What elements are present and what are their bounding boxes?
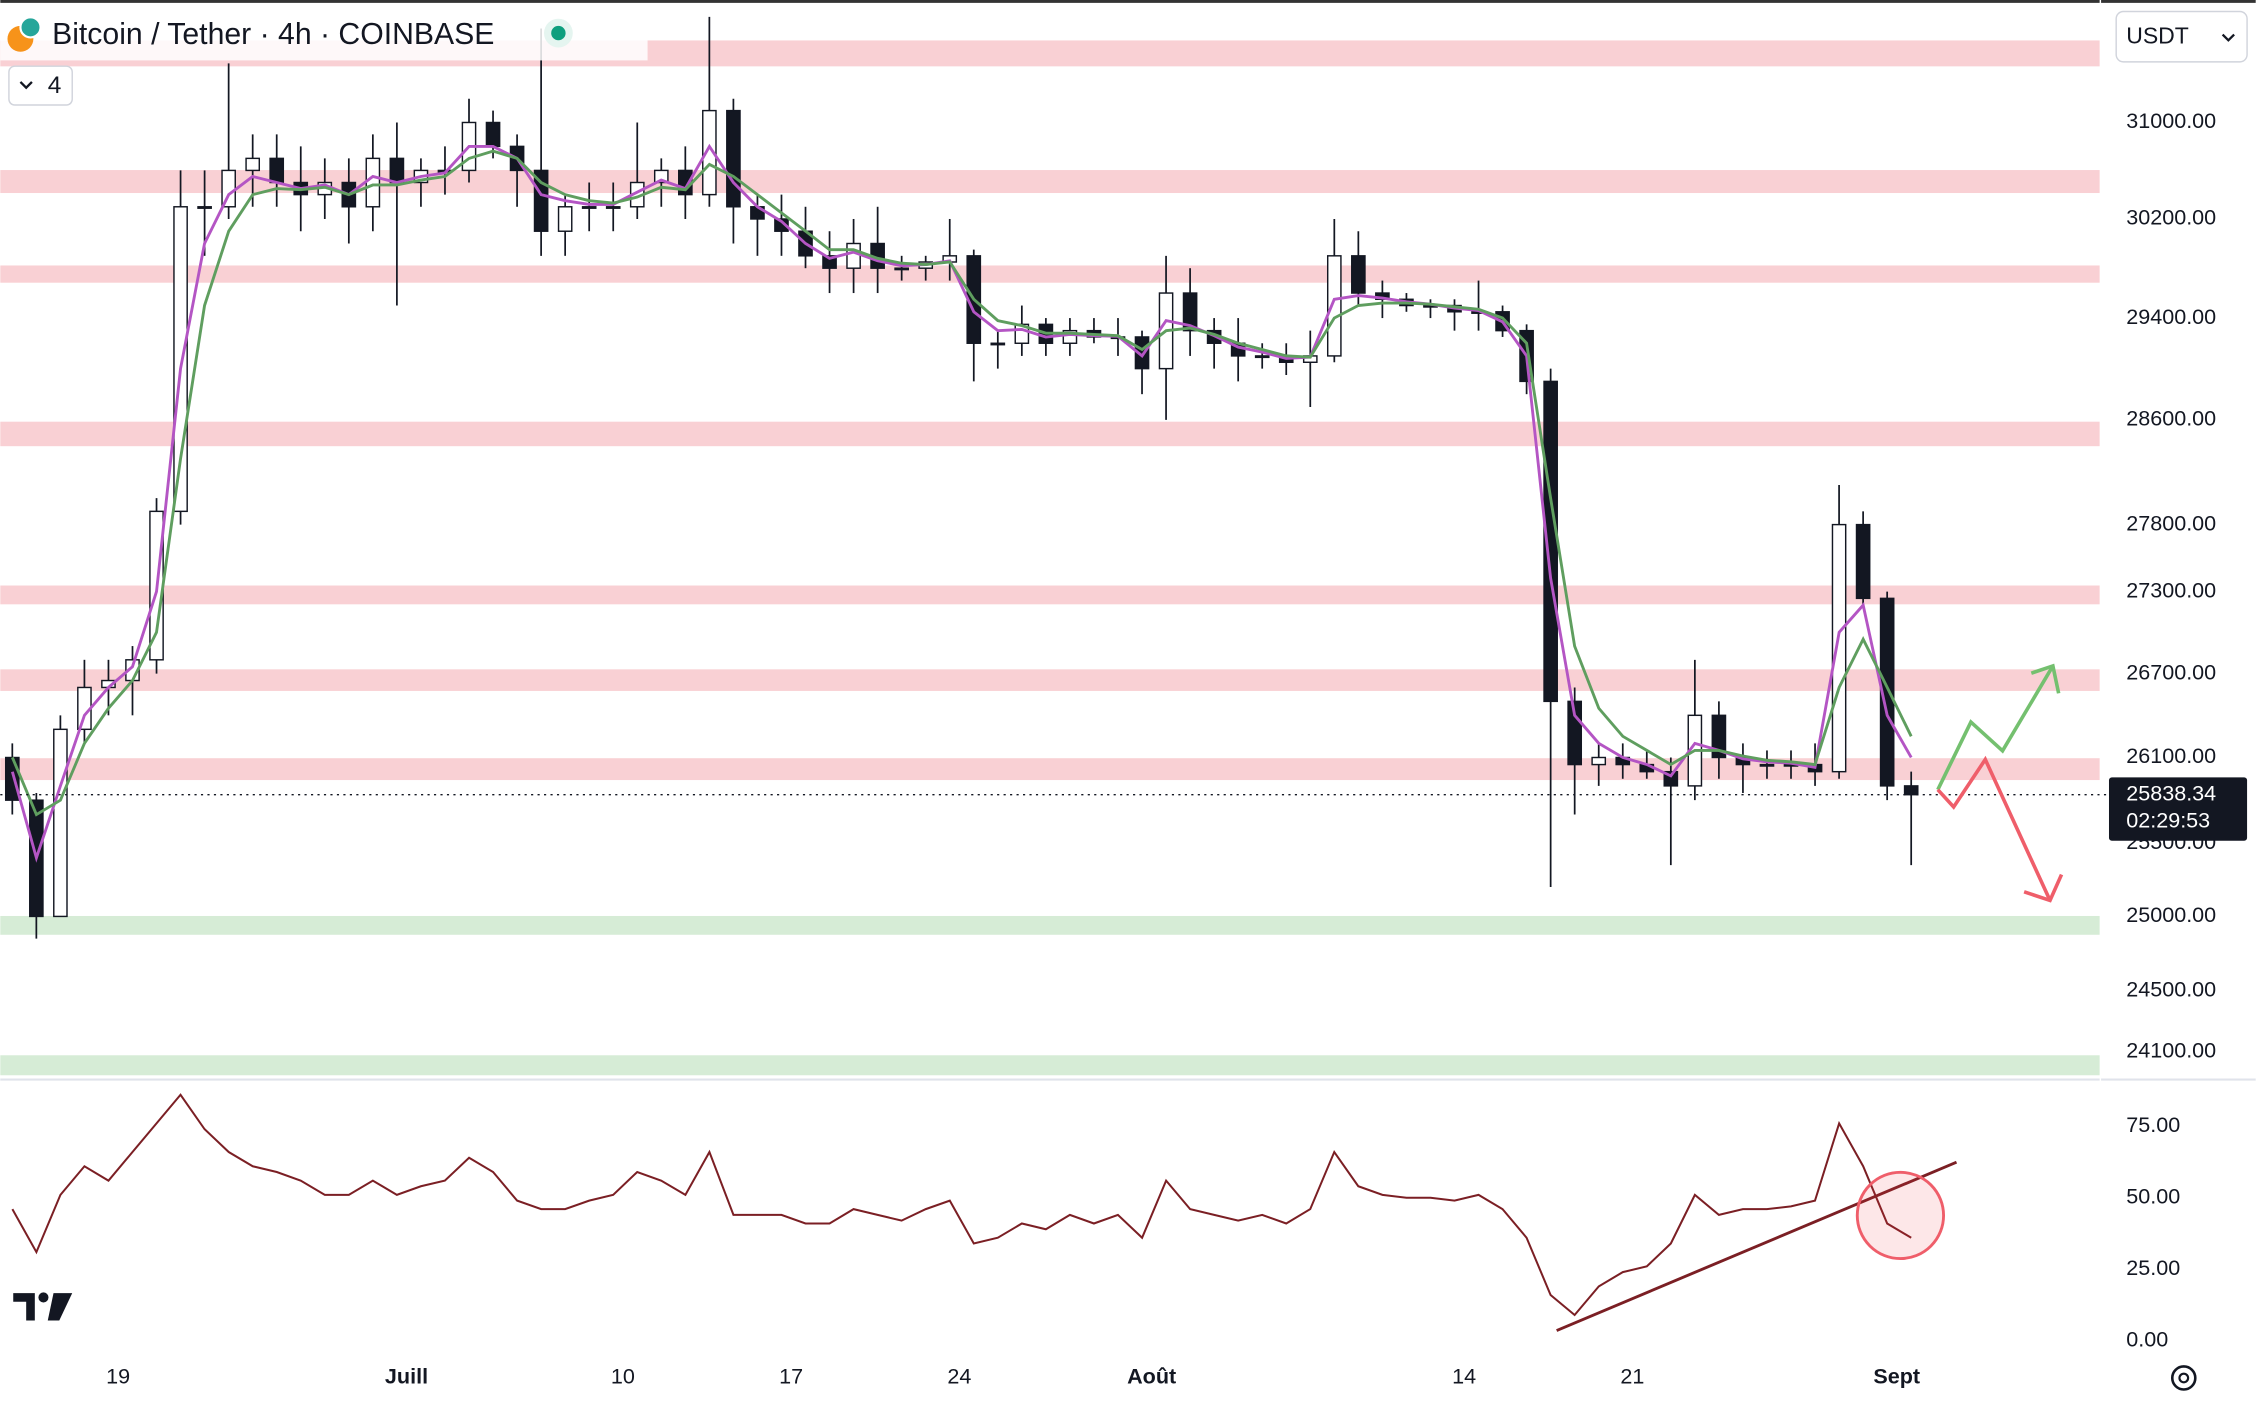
currency: USDT <box>2126 22 2189 48</box>
candle-body <box>1254 355 1270 359</box>
gear[interactable] <box>2170 1365 2197 1391</box>
currency-select[interactable]: USDT <box>2115 10 2248 63</box>
y-tick-label: 0.00 <box>2126 1326 2168 1351</box>
candle-body <box>557 206 573 232</box>
y-tick-label: 28600.00 <box>2126 406 2216 431</box>
status-dot <box>551 25 566 41</box>
candle-body <box>653 169 669 184</box>
y-tick-label: 26100.00 <box>2126 743 2216 768</box>
candle-body <box>269 157 285 184</box>
rsi-highlight <box>1855 1170 1946 1261</box>
price-zone <box>0 669 2101 691</box>
rsi-line <box>11 1093 1912 1317</box>
x-tick-label: 10 <box>611 1364 635 1389</box>
moving-average <box>11 149 1913 817</box>
candle-body <box>605 206 621 209</box>
candle-body <box>1591 756 1607 766</box>
x-tick-label: Sept <box>1873 1364 1920 1389</box>
candle-body <box>53 728 68 918</box>
y-tick-label: 24500.00 <box>2126 977 2216 1002</box>
x-tick-label: 24 <box>947 1364 971 1389</box>
candle-body <box>365 157 381 208</box>
price-zone <box>0 265 2101 283</box>
arrow-head <box>2030 663 2061 694</box>
last-price-label: 25838.34 <box>2126 780 2216 805</box>
indicator-toggle[interactable]: 4 <box>8 65 73 106</box>
candle-body <box>197 206 212 209</box>
candle-body <box>990 342 1006 346</box>
price-zone <box>0 915 2101 935</box>
chevron <box>2221 33 2235 42</box>
logo-mark <box>38 1292 49 1303</box>
gear-center <box>2178 1372 2190 1384</box>
indicator-count: 4 <box>48 72 62 99</box>
select-box[interactable] <box>2115 10 2248 63</box>
x-tick-label: 19 <box>106 1364 130 1389</box>
bearish-projection <box>1936 755 2052 902</box>
y-tick-label: 27800.00 <box>2126 510 2216 535</box>
candle-body <box>245 157 261 172</box>
y-tick-label: 24100.00 <box>2126 1037 2216 1062</box>
logo-mark <box>13 1293 35 1321</box>
candle-body <box>4 756 20 801</box>
candle-body <box>1326 255 1342 357</box>
candle-body <box>1351 255 1366 294</box>
settings-button[interactable] <box>2170 1365 2197 1391</box>
arrow-head <box>2023 873 2064 903</box>
header-bg <box>0 8 648 61</box>
candle-body <box>1759 763 1775 767</box>
rsi-trendline <box>1556 1160 1958 1332</box>
candle-body <box>726 109 741 208</box>
price-zone <box>0 1055 2101 1076</box>
y-tick-label: 27300.00 <box>2126 577 2216 602</box>
bullish-projection <box>1936 665 2055 791</box>
price-zone <box>0 170 2101 194</box>
x-tick-label: 21 <box>1620 1364 1644 1389</box>
candle-body <box>1879 597 1895 787</box>
candle-body <box>1831 523 1847 773</box>
candle-body <box>1855 523 1871 600</box>
y-tick-label: 30200.00 <box>2126 205 2216 230</box>
y-tick-label: 26700.00 <box>2126 659 2216 684</box>
candle-body <box>1903 785 1919 796</box>
y-tick-label: 25.00 <box>2126 1255 2180 1280</box>
countdown-label: 02:29:53 <box>2126 808 2210 833</box>
chevron <box>19 81 33 90</box>
symbol-title: Bitcoin / Tether · 4h · COINBASE <box>52 18 494 51</box>
price-zone <box>0 585 2101 605</box>
price-zone <box>0 421 2101 447</box>
candle-body <box>702 109 717 196</box>
candle-body <box>846 242 861 269</box>
price-label-box <box>2108 777 2248 841</box>
logo <box>13 1292 73 1321</box>
candle-body <box>581 206 597 209</box>
candle-body <box>1134 336 1150 370</box>
x-tick-label: 14 <box>1452 1364 1476 1389</box>
tether-icon <box>19 16 42 39</box>
candle-body <box>1182 292 1198 332</box>
y-tick-label: 75.00 <box>2126 1112 2180 1137</box>
candle-body <box>894 267 909 271</box>
x-tick-label: 17 <box>779 1364 803 1389</box>
candle-body <box>485 121 501 148</box>
plot-area <box>0 16 2109 1317</box>
candle-body <box>774 218 789 232</box>
candle-body <box>389 157 405 184</box>
logo-mark <box>47 1293 73 1321</box>
y-tick-label: 25000.00 <box>2126 902 2216 927</box>
y-tick-label: 50.00 <box>2126 1183 2180 1208</box>
y-tick-label: 29400.00 <box>2126 304 2216 329</box>
moving-average <box>10 143 1913 863</box>
toggle-box[interactable] <box>8 65 73 106</box>
x-tick-label: Juill <box>385 1364 428 1389</box>
candle-body <box>1711 714 1727 759</box>
x-tick-label: Août <box>1127 1364 1176 1389</box>
y-tick-label: 31000.00 <box>2126 108 2216 133</box>
